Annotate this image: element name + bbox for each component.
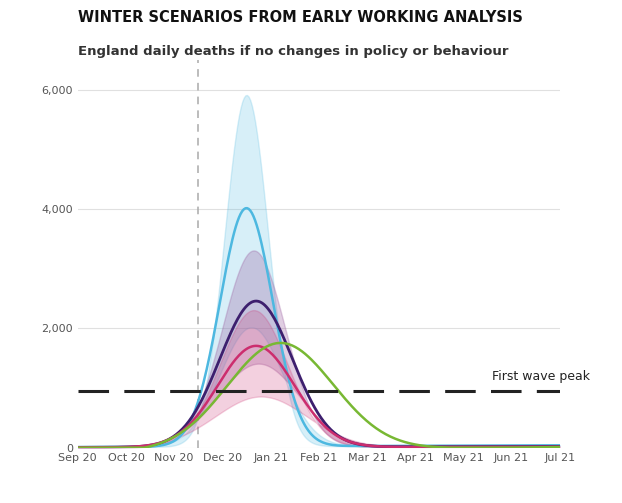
Text: First wave peak: First wave peak bbox=[493, 370, 590, 383]
Text: England daily deaths if no changes in policy or behaviour: England daily deaths if no changes in po… bbox=[78, 45, 508, 58]
Text: WINTER SCENARIOS FROM EARLY WORKING ANALYSIS: WINTER SCENARIOS FROM EARLY WORKING ANAL… bbox=[78, 10, 522, 25]
